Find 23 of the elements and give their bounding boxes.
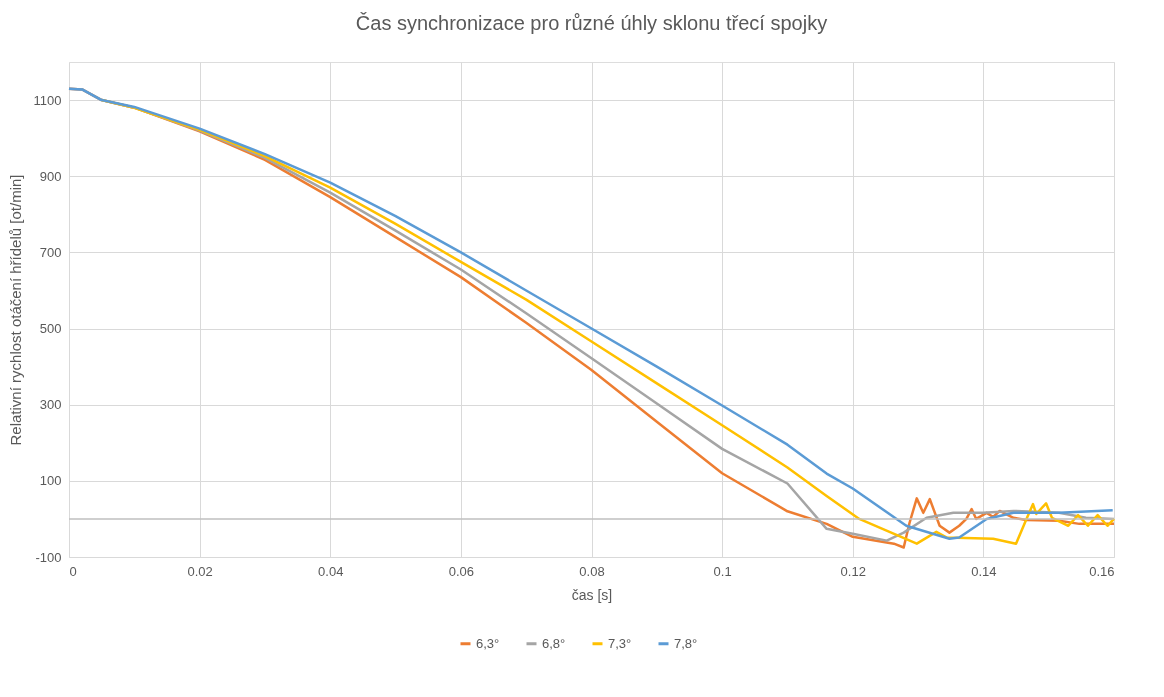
y-tick-label: 300 [39, 397, 62, 413]
y-tick-label: -100 [35, 549, 62, 565]
x-tick-label: 0.16 [1089, 563, 1115, 579]
x-tick-label: 0.1 [713, 563, 732, 579]
y-tick-label: 700 [39, 244, 62, 260]
chart-title: Čas synchronizace pro různé úhly sklonu třecí spojky [355, 12, 828, 34]
x-tick-label: 0 [69, 563, 77, 579]
x-tick-label: 0.06 [448, 563, 475, 579]
x-tick-label: 0.08 [579, 563, 605, 579]
x-tick-label: 0.12 [840, 563, 866, 579]
y-tick-label: 100 [39, 473, 62, 489]
x-axis-title: čas [s] [571, 586, 613, 603]
legend-label: 6,3° [476, 635, 500, 651]
x-tick-label: 0.14 [971, 563, 997, 579]
legend-label: 7,8° [674, 635, 698, 651]
legend-label: 6,8° [542, 635, 566, 651]
x-tick-label: 0.02 [187, 563, 213, 579]
y-tick-label: 1100 [33, 92, 62, 108]
y-tick-label: 900 [39, 168, 62, 184]
y-tick-label: 500 [39, 321, 62, 337]
y-axis-title: Relativní rychlost otáčení hřídelů [ot/min] [6, 174, 24, 446]
x-tick-label: 0.04 [318, 563, 344, 579]
legend-label: 7,3° [608, 635, 632, 651]
